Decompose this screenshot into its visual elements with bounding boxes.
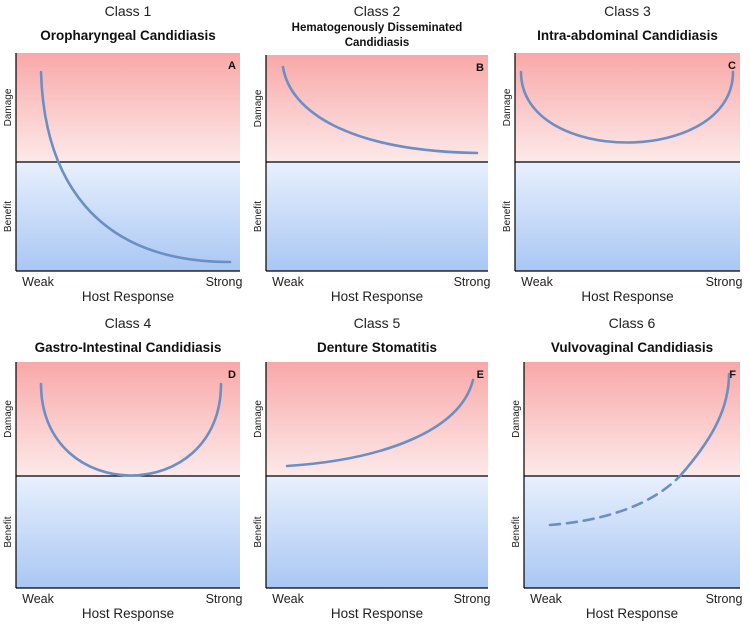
x-axis-title: Host Response <box>331 289 423 304</box>
response-curve <box>39 70 232 264</box>
x-axis-title: Host Response <box>581 289 673 304</box>
strong-label: Strong <box>206 592 243 606</box>
panel-letter: E <box>477 369 484 381</box>
weak-label: Weak <box>530 592 562 606</box>
panel-title: Denture Stomatitis <box>317 340 437 355</box>
damage-region <box>16 53 240 162</box>
benefit-label: Benefit <box>502 201 513 232</box>
weak-label: Weak <box>272 592 304 606</box>
panel-letter: C <box>728 60 736 72</box>
response-curve <box>281 65 479 155</box>
panel-letter: D <box>228 369 236 381</box>
benefit-label: Benefit <box>253 516 264 547</box>
weak-label: Weak <box>272 275 304 289</box>
panel-title: Oropharyngeal Candidiasis <box>40 28 216 43</box>
x-axis-title: Host Response <box>82 289 174 304</box>
benefit-label: Benefit <box>3 201 14 232</box>
damage-label: Damage <box>253 89 264 127</box>
benefit-region <box>266 162 488 271</box>
damage-label: Damage <box>502 88 513 126</box>
class-label: Class 6 <box>609 315 656 331</box>
x-axis-title: Host Response <box>82 606 174 621</box>
damage-region <box>524 362 740 476</box>
damage-region <box>266 362 488 476</box>
damage-label: Damage <box>253 400 264 438</box>
panel-letter: A <box>228 60 236 72</box>
benefit-region <box>515 162 740 271</box>
strong-label: Strong <box>706 592 743 606</box>
response-curve <box>678 372 731 478</box>
strong-label: Strong <box>706 275 743 289</box>
damage-region <box>515 53 740 162</box>
panel-f: Class 6 Vulvovaginal Candidiasis Damage Ben… <box>511 315 742 621</box>
damage-label: Damage <box>3 400 14 438</box>
class-label: Class 5 <box>354 315 401 331</box>
class-label: Class 3 <box>604 3 651 19</box>
panel-b: Class 2 Hematogenously Disseminated Candid… <box>253 3 490 304</box>
weak-label: Weak <box>22 275 54 289</box>
weak-label: Weak <box>521 275 553 289</box>
panel-letter: B <box>476 62 484 74</box>
panel-c: Class 3 Intra-abdominal Candidiasis Damage… <box>502 3 742 304</box>
weak-label: Weak <box>22 592 54 606</box>
benefit-label: Benefit <box>3 516 14 547</box>
benefit-region <box>16 162 240 271</box>
panel-title: Intra-abdominal Candidiasis <box>537 28 718 43</box>
benefit-region <box>16 476 240 588</box>
benefit-label: Benefit <box>253 201 264 232</box>
strong-label: Strong <box>454 592 491 606</box>
benefit-label: Benefit <box>511 516 522 547</box>
damage-region <box>16 362 240 476</box>
strong-label: Strong <box>454 275 491 289</box>
panel-a: Class 1 Oropharyngeal Candidiasis Damage Be… <box>3 3 242 304</box>
benefit-region <box>266 476 488 588</box>
panel-e: Class 5 Denture Stomatitis Damage Benefit We… <box>253 315 490 621</box>
panel-d: Class 4 Gastro-Intestinal Candidiasis Dama… <box>3 315 242 621</box>
panel-title: Vulvovaginal Candidiasis <box>551 340 713 355</box>
response-curve <box>519 70 735 144</box>
panel-title: Gastro-Intestinal Candidiasis <box>35 340 222 355</box>
panel-title: Hematogenously Disseminated <box>292 22 463 34</box>
response-curve-dashed <box>548 474 682 527</box>
benefit-region <box>524 476 740 588</box>
x-axis-title: Host Response <box>586 606 678 621</box>
class-label: Class 4 <box>105 315 152 331</box>
panel-title: Candidiasis <box>345 37 410 49</box>
damage-label: Damage <box>3 88 14 126</box>
panel-letter: F <box>729 369 736 381</box>
damage-label: Damage <box>511 400 522 438</box>
damage-region <box>266 55 488 162</box>
class-label: Class 2 <box>354 3 401 19</box>
x-axis-title: Host Response <box>331 606 423 621</box>
response-curve <box>285 378 475 468</box>
class-label: Class 1 <box>105 3 152 19</box>
strong-label: Strong <box>206 275 243 289</box>
response-curve <box>39 382 223 477</box>
